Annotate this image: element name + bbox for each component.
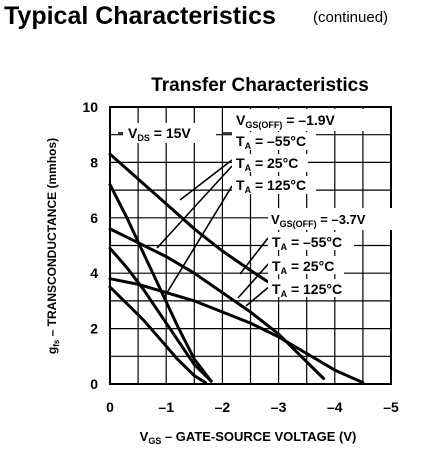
chart-title: Transfer Characteristics xyxy=(151,75,369,96)
x-tick-label: –4 xyxy=(327,399,343,415)
y-tick-label: 8 xyxy=(90,154,98,170)
y-tick-label: 6 xyxy=(90,210,98,226)
leader-line xyxy=(179,159,233,201)
series-line-1 xyxy=(108,152,269,283)
svg-text:TA = 125°C: TA = 125°C xyxy=(236,177,306,195)
vds-annotation: VDS = 15V xyxy=(123,123,216,143)
svg-text:VGS(OFF) = –3.7V: VGS(OFF) = –3.7V xyxy=(271,212,366,229)
y-axis-label: gfs – TRANSCONDUCTANCE (mmhos) xyxy=(45,138,61,354)
y-tick-label: 4 xyxy=(90,265,98,281)
x-tick-label: –3 xyxy=(271,399,287,415)
y-tick-label: 10 xyxy=(82,99,98,115)
leader-line xyxy=(239,237,269,275)
series-line-5 xyxy=(108,246,213,383)
y-tick-label: 0 xyxy=(90,376,98,392)
x-tick-label: –1 xyxy=(158,399,174,415)
leader-line xyxy=(156,165,233,249)
x-tick-label: 0 xyxy=(106,399,114,415)
group2-annotation: VGS(OFF) = –3.7V TA = –55°C TA = 25°C TA… xyxy=(268,208,394,299)
svg-text:TA = –55°C: TA = –55°C xyxy=(236,133,306,151)
svg-text:VDS = 15V: VDS = 15V xyxy=(128,125,191,143)
series-line-4 xyxy=(108,183,213,383)
curves xyxy=(108,152,365,385)
leader-line xyxy=(164,185,233,297)
svg-text:VGS(OFF) = –1.9V: VGS(OFF) = –1.9V xyxy=(236,112,336,130)
svg-text:TA = 25°C: TA = 25°C xyxy=(272,258,334,276)
x-tick-label: –2 xyxy=(215,399,231,415)
page-subtitle: (continued) xyxy=(313,9,389,26)
x-tick-label: –5 xyxy=(383,399,399,415)
series-line-6 xyxy=(108,285,207,385)
x-axis-label: VGS – GATE-SOURCE VOLTAGE (V) xyxy=(140,429,357,446)
y-tick-label: 2 xyxy=(90,321,98,337)
group1-annotation: VGS(OFF) = –1.9V TA = –55°C TA = 25°C TA… xyxy=(232,109,367,195)
svg-text:TA = 25°C: TA = 25°C xyxy=(236,155,298,173)
svg-text:TA = 125°C: TA = 125°C xyxy=(272,281,342,299)
svg-text:TA = –55°C: TA = –55°C xyxy=(272,234,342,252)
leader-line xyxy=(245,285,271,307)
tick-labels: 0 –1 –2 –3 –4 –5 0 2 4 6 8 10 xyxy=(82,99,399,415)
plot-frame xyxy=(109,106,392,385)
leader-line xyxy=(237,261,271,299)
page-title: Typical Characteristics xyxy=(4,2,276,30)
series-line-2 xyxy=(108,227,326,380)
series-line-3 xyxy=(108,277,365,385)
